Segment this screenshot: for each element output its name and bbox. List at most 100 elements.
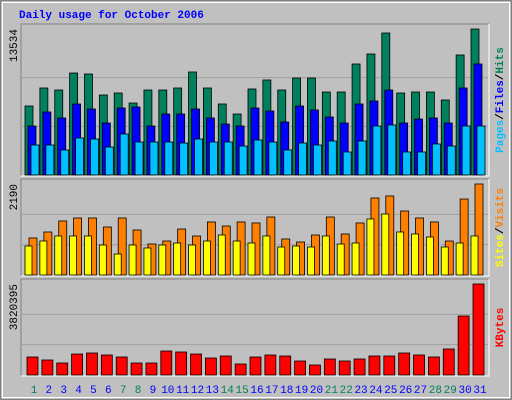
x-tick-label: 26 xyxy=(399,385,412,397)
bar xyxy=(41,359,54,376)
bar xyxy=(476,125,486,176)
bar xyxy=(204,357,217,376)
x-tick-label: 15 xyxy=(236,385,249,397)
x-tick-label: 11 xyxy=(176,385,190,397)
bar xyxy=(194,138,203,176)
bar xyxy=(342,151,352,176)
bar xyxy=(202,240,211,276)
bar xyxy=(321,235,330,276)
bar xyxy=(69,235,77,276)
bar xyxy=(431,143,441,176)
legend-entry: KBytes xyxy=(495,308,507,348)
y-tick-label: 13534 xyxy=(9,29,21,62)
x-tick-label: 4 xyxy=(75,385,82,397)
bar xyxy=(219,355,232,376)
x-tick-label: 9 xyxy=(150,385,157,397)
bar xyxy=(457,315,470,376)
bar xyxy=(249,356,262,376)
chart-title: Daily usage for October 2006 xyxy=(19,10,204,22)
legend-entry: Sites xyxy=(495,234,507,267)
x-tick-label: 29 xyxy=(444,385,457,397)
bar xyxy=(128,244,137,276)
bar xyxy=(86,352,98,376)
bar xyxy=(149,141,159,176)
x-tick-label: 28 xyxy=(429,385,442,397)
bar xyxy=(24,245,33,276)
bar xyxy=(372,125,382,176)
panel-shadow xyxy=(20,278,489,376)
bar xyxy=(268,141,278,176)
x-tick-label: 14 xyxy=(221,385,235,397)
bar xyxy=(353,358,366,376)
bar xyxy=(442,348,455,376)
bar xyxy=(26,356,39,376)
legend-separator: / xyxy=(495,113,507,120)
bar xyxy=(234,363,247,376)
bar xyxy=(472,283,485,376)
x-tick-label: 25 xyxy=(384,385,397,397)
x-tick-label: 21 xyxy=(325,385,339,397)
bar xyxy=(84,235,92,276)
x-tick-label: 27 xyxy=(414,385,427,397)
y-tick-label: 3820395 xyxy=(9,284,21,330)
x-tick-label: 18 xyxy=(280,385,293,397)
bar xyxy=(119,133,129,176)
bar xyxy=(130,362,143,376)
bar xyxy=(327,140,337,176)
bar xyxy=(277,246,286,276)
panel-light xyxy=(21,279,490,377)
bar xyxy=(338,360,351,376)
bar xyxy=(455,242,464,276)
bar xyxy=(440,246,449,276)
x-tick-label: 6 xyxy=(105,385,112,397)
bar xyxy=(173,242,182,276)
bar xyxy=(402,151,412,176)
bar xyxy=(253,139,263,176)
x-tick-label: 22 xyxy=(340,385,353,397)
bar xyxy=(413,354,425,376)
bar xyxy=(113,253,122,276)
bar xyxy=(357,140,367,176)
x-tick-label: 17 xyxy=(265,385,278,397)
bar xyxy=(75,137,84,176)
x-tick-label: 1 xyxy=(31,385,38,397)
bar xyxy=(264,354,277,376)
bar xyxy=(115,356,128,376)
bar xyxy=(425,236,434,276)
x-tick-label: 23 xyxy=(354,385,367,397)
bar xyxy=(470,235,479,276)
bar xyxy=(366,218,375,276)
bar xyxy=(427,356,440,376)
legend-entry: Hits xyxy=(495,47,507,73)
bar xyxy=(104,146,114,176)
bar xyxy=(336,243,345,276)
x-tick-label: 20 xyxy=(310,385,323,397)
legend-entry: Pages xyxy=(495,120,507,153)
x-tick-label: 5 xyxy=(90,385,97,397)
x-tick-label: 19 xyxy=(295,385,308,397)
x-tick-label: 13 xyxy=(206,385,219,397)
legend: Pages/Files/Hits xyxy=(495,47,507,153)
bar xyxy=(387,124,397,176)
bar xyxy=(188,244,196,276)
bar xyxy=(279,355,292,376)
bar xyxy=(90,138,99,176)
bar xyxy=(54,235,63,276)
x-tick-label: 30 xyxy=(459,385,472,397)
bar xyxy=(309,364,321,376)
bar xyxy=(307,246,315,276)
bar xyxy=(396,231,405,276)
x-tick-label: 16 xyxy=(250,385,263,397)
bar xyxy=(461,125,471,176)
bar xyxy=(238,145,248,176)
bar xyxy=(232,240,241,276)
bar xyxy=(60,149,70,176)
bar xyxy=(262,235,271,276)
bar xyxy=(247,242,256,276)
legend-entry: Visits xyxy=(495,188,507,228)
legend: Sites/Visits xyxy=(495,188,507,267)
bar xyxy=(298,142,308,176)
bar xyxy=(164,141,174,176)
bar xyxy=(292,245,301,276)
